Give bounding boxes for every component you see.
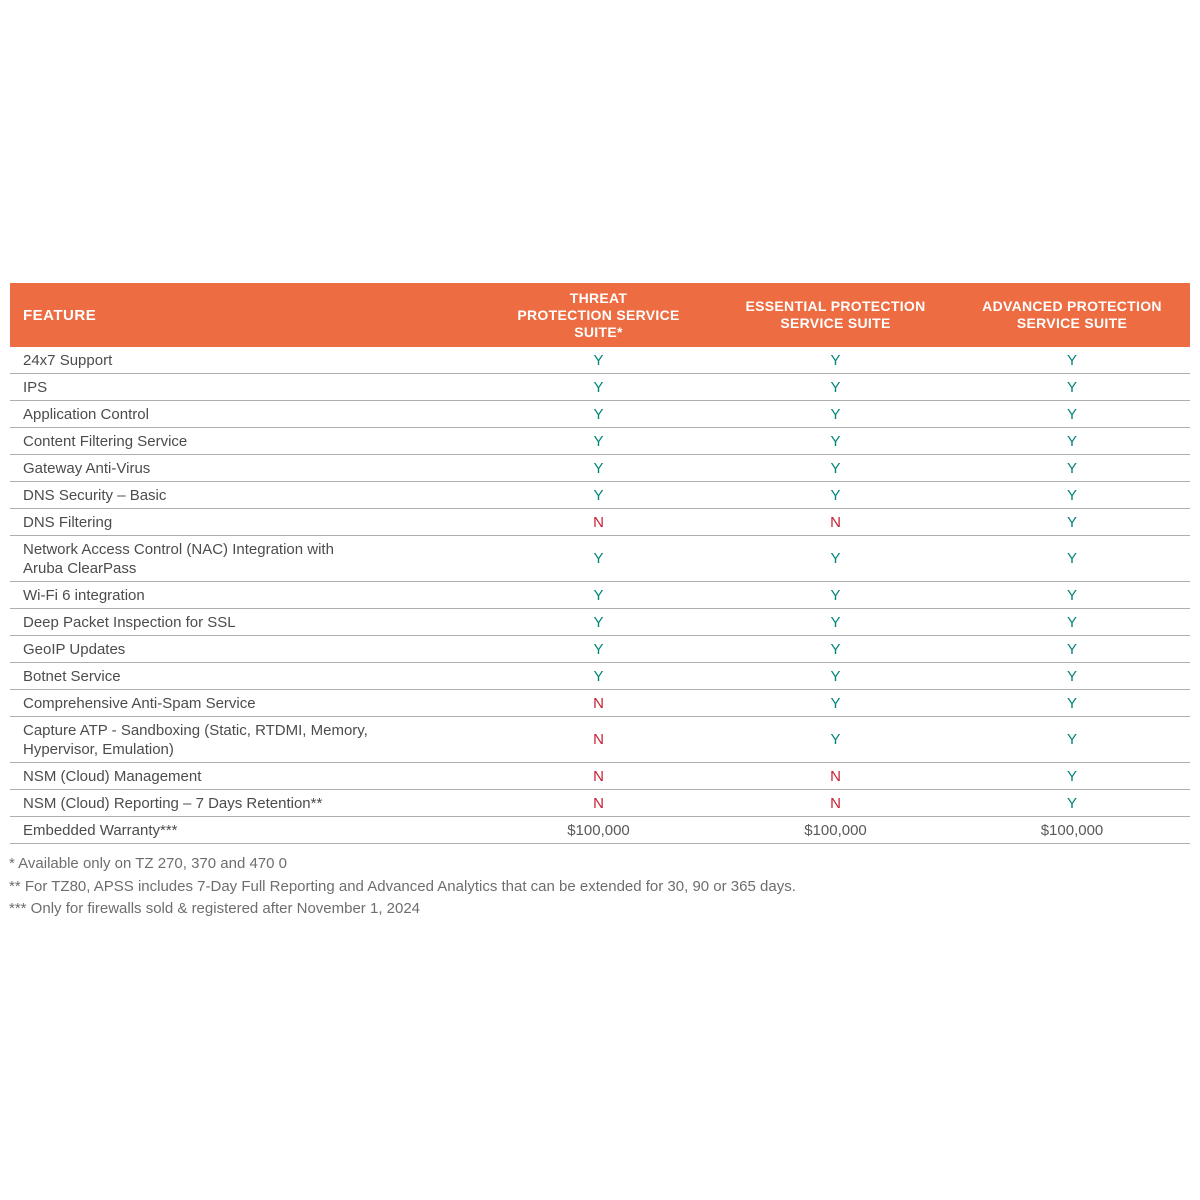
- footnote-3: *** Only for firewalls sold & registered…: [9, 900, 421, 917]
- table-row: Gateway Anti-Virus Y Y Y: [10, 455, 1190, 482]
- table-header-row: FEATURE THREAT PROTECTION SERVICE SUITE*…: [10, 283, 1190, 347]
- column-header-advanced-protection-suite: ADVANCED PROTECTION SERVICE SUITE: [982, 298, 1162, 331]
- cell-value: Y: [830, 432, 841, 450]
- column-header-threat-protection-suite: THREAT PROTECTION SERVICE SUITE*: [517, 289, 680, 340]
- cell-value: Y: [593, 550, 604, 567]
- cell-value: $100,000: [567, 821, 630, 839]
- table-row: Deep Packet Inspection for SSL Y Y Y: [10, 609, 1190, 636]
- cell-value: Y: [1066, 586, 1077, 604]
- cell-value: Y: [1066, 432, 1077, 450]
- cell-value: Y: [593, 586, 604, 604]
- table-row: NSM (Cloud) Management N N Y: [10, 763, 1190, 790]
- feature-name: NSM (Cloud) Management: [23, 767, 202, 785]
- cell-value: Y: [1066, 405, 1077, 423]
- cell-value: Y: [1066, 378, 1077, 396]
- table-row: NSM (Cloud) Reporting – 7 Days Retention…: [10, 790, 1190, 817]
- cell-value: N: [593, 731, 604, 748]
- cell-value: Y: [830, 405, 841, 423]
- cell-value: Y: [593, 667, 604, 685]
- cell-value: Y: [1066, 731, 1077, 748]
- cell-value: Y: [830, 351, 841, 369]
- column-header-feature: FEATURE: [23, 306, 97, 324]
- cell-value: Y: [1066, 694, 1077, 712]
- cell-value: Y: [593, 459, 604, 477]
- table-row: 24x7 Support Y Y Y: [10, 347, 1190, 374]
- cell-value: Y: [593, 405, 604, 423]
- table-row: IPS Y Y Y: [10, 374, 1190, 401]
- feature-name: GeoIP Updates: [23, 640, 126, 658]
- table-row: Content Filtering Service Y Y Y: [10, 428, 1190, 455]
- feature-name: NSM (Cloud) Reporting – 7 Days Retention…: [23, 794, 323, 812]
- table-row: DNS Filtering N N Y: [10, 509, 1190, 536]
- feature-name: Wi-Fi 6 integration: [23, 586, 145, 604]
- table-row: DNS Security – Basic Y Y Y: [10, 482, 1190, 509]
- cell-value: Y: [1066, 667, 1077, 685]
- cell-value: Y: [1066, 794, 1077, 812]
- table-row: Network Access Control (NAC) Integration…: [10, 536, 1190, 582]
- feature-name: Network Access Control (NAC) Integration…: [23, 540, 334, 577]
- cell-value: Y: [593, 432, 604, 450]
- feature-name: Gateway Anti-Virus: [23, 459, 151, 477]
- cell-value: Y: [1066, 459, 1077, 477]
- cell-value: N: [593, 767, 604, 785]
- feature-name: Deep Packet Inspection for SSL: [23, 613, 236, 631]
- cell-value: Y: [830, 550, 841, 567]
- cell-value: Y: [593, 640, 604, 658]
- cell-value: N: [830, 513, 841, 531]
- feature-comparison-table: FEATURE THREAT PROTECTION SERVICE SUITE*…: [10, 283, 1190, 844]
- feature-name: Content Filtering Service: [23, 432, 188, 450]
- cell-value: Y: [830, 694, 841, 712]
- feature-name: Botnet Service: [23, 667, 121, 685]
- cell-value: Y: [1066, 640, 1077, 658]
- cell-value: N: [593, 513, 604, 531]
- cell-value: Y: [830, 640, 841, 658]
- cell-value: Y: [830, 378, 841, 396]
- cell-value: Y: [830, 586, 841, 604]
- cell-value: Y: [593, 378, 604, 396]
- cell-value: Y: [593, 613, 604, 631]
- cell-value: Y: [1066, 613, 1077, 631]
- feature-name: DNS Filtering: [23, 513, 113, 531]
- table-row: Capture ATP - Sandboxing (Static, RTDMI,…: [10, 717, 1190, 763]
- cell-value: N: [830, 794, 841, 812]
- footnote-2: ** For TZ80, APSS includes 7-Day Full Re…: [9, 877, 796, 895]
- cell-value: Y: [1066, 513, 1077, 531]
- feature-name: Comprehensive Anti-Spam Service: [23, 694, 256, 712]
- table-row: GeoIP Updates Y Y Y: [10, 636, 1190, 663]
- cell-value: N: [830, 767, 841, 785]
- cell-value: Y: [830, 731, 841, 748]
- cell-value: N: [593, 694, 604, 712]
- table-row: Comprehensive Anti-Spam Service N Y Y: [10, 690, 1190, 717]
- cell-value: Y: [830, 459, 841, 477]
- table-row: Wi-Fi 6 integration Y Y Y: [10, 582, 1190, 609]
- cell-value: Y: [1066, 767, 1077, 785]
- feature-name: DNS Security – Basic: [23, 486, 167, 504]
- feature-name: 24x7 Support: [23, 351, 113, 369]
- cell-value: N: [593, 794, 604, 812]
- table-row: Botnet Service Y Y Y: [10, 663, 1190, 690]
- feature-name: Capture ATP - Sandboxing (Static, RTDMI,…: [23, 721, 368, 758]
- feature-name: Application Control: [23, 405, 149, 423]
- cell-value: Y: [1066, 351, 1077, 369]
- cell-value: $100,000: [1040, 821, 1104, 839]
- cell-value: Y: [593, 486, 604, 504]
- footnotes: * Available only on TZ 270, 370 and 470 …: [9, 853, 1189, 921]
- feature-name: Embedded Warranty***: [23, 821, 178, 839]
- table-row: Embedded Warranty*** $100,000 $100,000 $…: [10, 817, 1190, 844]
- cell-value: $100,000: [804, 821, 867, 839]
- column-header-essential-protection-suite: ESSENTIAL PROTECTION SERVICE SUITE: [745, 298, 926, 331]
- cell-value: Y: [830, 486, 841, 504]
- cell-value: Y: [1066, 550, 1077, 567]
- cell-value: Y: [593, 351, 604, 369]
- cell-value: Y: [830, 667, 841, 685]
- table-row: Application Control Y Y Y: [10, 401, 1190, 428]
- cell-value: Y: [830, 613, 841, 631]
- cell-value: Y: [1066, 486, 1077, 504]
- footnote-1: * Available only on TZ 270, 370 and 470 …: [9, 855, 287, 872]
- feature-name: IPS: [23, 378, 48, 396]
